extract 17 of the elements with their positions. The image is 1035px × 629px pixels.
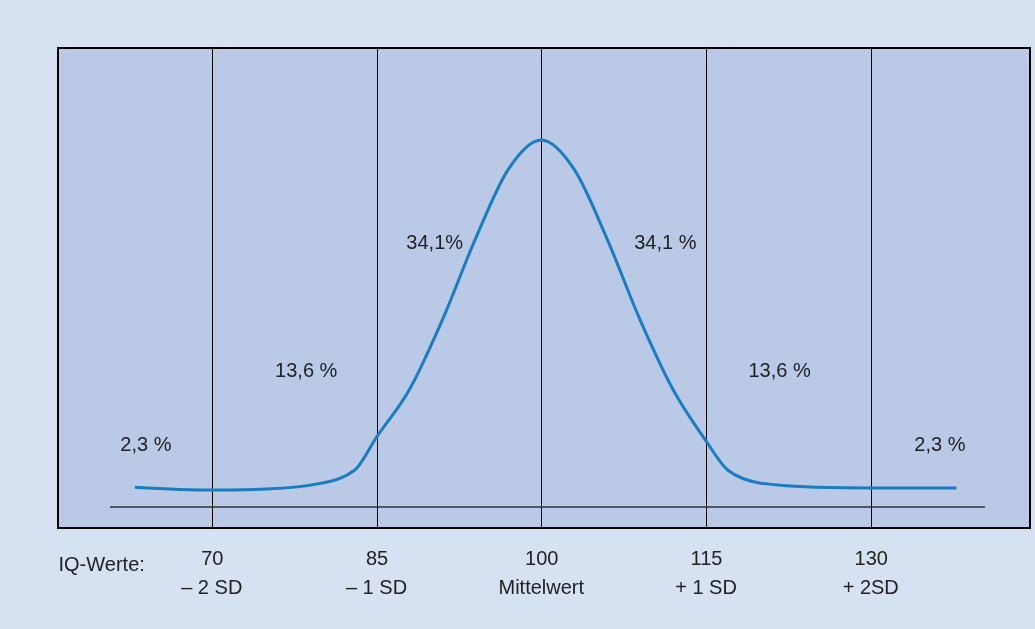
- text: + 2SD: [842, 576, 899, 598]
- x-tick-label: 115: [690, 546, 723, 569]
- text: – 1 SD: [345, 576, 408, 598]
- x-tick-label: 130: [854, 546, 888, 569]
- annotation: 13,6 %: [748, 359, 811, 382]
- x-axis-title: IQ-Werte:: [58, 552, 145, 575]
- x-tick-label: 100: [525, 546, 559, 569]
- x-tick-label: 70: [201, 546, 224, 569]
- text: + 1 SD: [675, 576, 737, 598]
- annotation: 34,1%: [406, 230, 464, 253]
- annotation: 34,1 %: [634, 230, 697, 253]
- annotation: 13,6 %: [275, 359, 338, 382]
- x-tick-label: 85: [365, 546, 389, 569]
- text: – 2 SD: [181, 576, 243, 598]
- annotation: 2,3 %: [914, 432, 966, 455]
- text: Mittelwert: [498, 576, 585, 598]
- annotation: 2,3 %: [120, 432, 172, 455]
